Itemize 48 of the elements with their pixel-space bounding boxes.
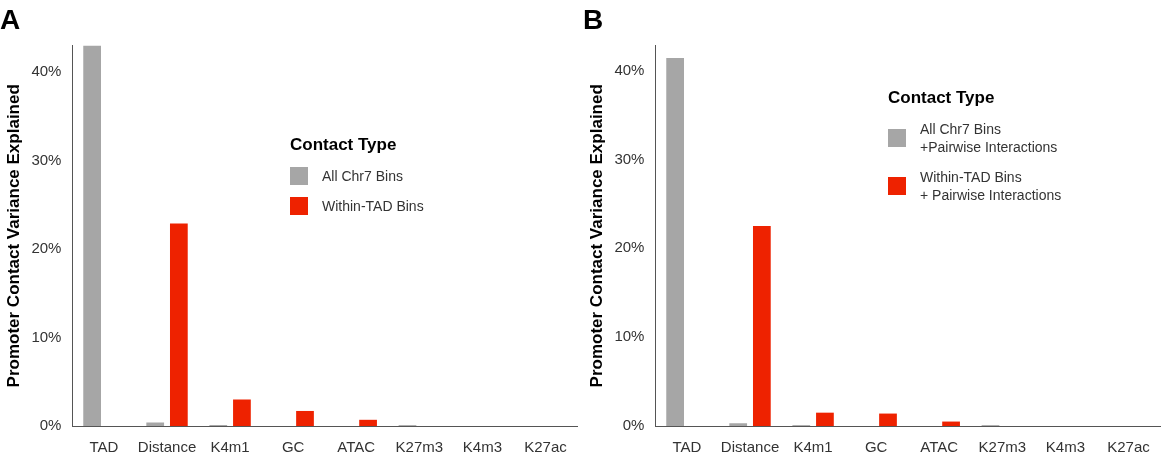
x-tick-label: K27ac — [524, 438, 568, 456]
bar — [816, 412, 834, 426]
x-tick-label: K27m3 — [978, 438, 1027, 456]
y-tick-label: 20% — [614, 238, 645, 256]
legend-label: Within-TAD Bins + Pairwise Interactions — [920, 168, 1062, 204]
x-tick-label: K4m1 — [793, 438, 833, 456]
x-tick-label: GC — [281, 438, 305, 456]
x-tick-label: K4m1 — [210, 438, 250, 456]
x-tick-label: TAD — [672, 438, 702, 456]
x-tick-label: K27ac — [1107, 438, 1151, 456]
bar — [942, 421, 960, 426]
y-tick-label: 10% — [31, 327, 62, 345]
x-tick-label: ATAC — [920, 438, 959, 456]
chart-title: B — [583, 3, 604, 35]
x-tick-label: TAD — [89, 438, 119, 456]
x-tick-label: K27m3 — [395, 438, 444, 456]
bar — [169, 223, 188, 426]
y-tick-label: 0% — [39, 416, 62, 434]
y-axis-title: Promoter Contact Variance Explained — [586, 84, 606, 388]
y-tick-label: 30% — [31, 150, 62, 168]
x-tick-label: ATAC — [337, 438, 376, 456]
bar — [729, 423, 748, 426]
y-tick-label: 20% — [31, 239, 62, 257]
y-tick-label: 0% — [622, 416, 645, 434]
bar — [359, 419, 377, 426]
legend-title: Contact Type — [290, 135, 398, 155]
chart-title: A — [0, 3, 21, 35]
x-tick-label: Distance — [137, 438, 197, 456]
bar — [752, 226, 771, 426]
x-tick-label: Distance — [720, 438, 780, 456]
bar — [233, 399, 251, 426]
x-tick-label: K4m3 — [1045, 438, 1085, 456]
legend-label: All Chr7 Bins — [322, 167, 403, 185]
y-tick-label: 40% — [31, 62, 62, 80]
legend-label: Within-TAD Bins — [322, 197, 424, 215]
y-tick-label: 30% — [614, 149, 645, 167]
bar — [296, 410, 314, 426]
x-tick-label: K4m3 — [462, 438, 502, 456]
bar — [879, 413, 897, 426]
x-tick-label: GC — [864, 438, 888, 456]
legend-title: Contact Type — [888, 88, 996, 108]
legend-label: All Chr7 Bins +Pairwise Interactions — [920, 120, 1058, 156]
bar — [146, 422, 165, 426]
bar — [666, 58, 684, 426]
bar — [83, 45, 101, 426]
y-tick-label: 40% — [614, 60, 645, 78]
y-tick-label: 10% — [614, 327, 645, 345]
y-axis-title: Promoter Contact Variance Explained — [3, 84, 23, 388]
